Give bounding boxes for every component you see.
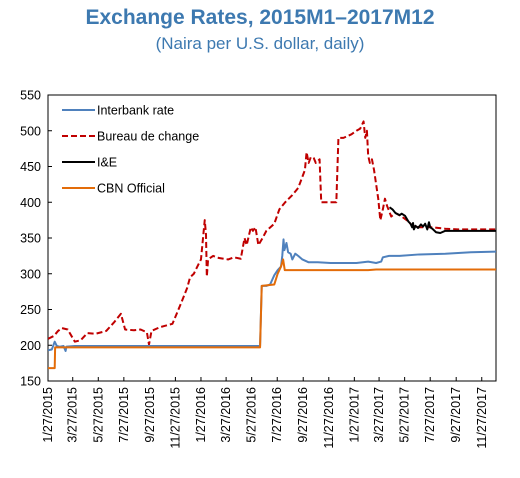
legend-label: Interbank rate: [97, 104, 174, 118]
series-line-i-e: [388, 206, 496, 234]
y-tick-label: 450: [20, 160, 41, 174]
x-tick-label: 11/27/2017: [475, 387, 489, 449]
x-tick-label: 3/27/2016: [219, 387, 233, 443]
y-tick-label: 300: [20, 267, 41, 281]
x-tick-label: 3/27/2017: [372, 387, 386, 443]
x-tick-label: 5/27/2015: [91, 387, 105, 443]
y-tick-label: 350: [20, 232, 41, 246]
x-tick-label: 7/27/2015: [117, 387, 131, 443]
series-line-interbank-rate: [48, 238, 496, 352]
x-tick-label: 9/27/2016: [296, 387, 310, 443]
x-tick-label: 1/27/2016: [194, 387, 208, 443]
chart-subtitle: (Naira per U.S. dollar, daily): [155, 34, 365, 53]
y-tick-label: 550: [20, 89, 41, 103]
legend-label: I&E: [97, 156, 117, 170]
x-tick-label: 9/27/2015: [143, 387, 157, 443]
series-line-bureau-de-change: [48, 120, 496, 346]
y-tick-label: 500: [20, 124, 41, 138]
x-tick-label: 11/27/2015: [168, 387, 182, 449]
x-tick-label: 5/27/2016: [245, 387, 259, 443]
series-line-cbn-official: [48, 258, 496, 370]
x-tick-label: 1/27/2015: [41, 387, 55, 443]
legend-label: Bureau de change: [97, 130, 199, 144]
y-tick-label: 400: [20, 196, 41, 210]
x-tick-label: 9/27/2017: [449, 387, 463, 443]
x-tick-label: 5/27/2017: [398, 387, 412, 443]
x-tick-label: 11/27/2016: [322, 387, 336, 449]
x-tick-label: 1/27/2017: [347, 387, 361, 443]
legend-label: CBN Official: [97, 182, 165, 196]
chart-title: Exchange Rates, 2015M1–2017M12: [85, 6, 435, 29]
y-tick-label: 150: [20, 375, 41, 389]
x-tick-label: 7/27/2017: [423, 387, 437, 443]
x-tick-label: 7/27/2016: [270, 387, 284, 443]
y-tick-label: 200: [20, 339, 41, 353]
x-tick-label: 3/27/2015: [66, 387, 80, 443]
y-tick-label: 250: [20, 303, 41, 317]
